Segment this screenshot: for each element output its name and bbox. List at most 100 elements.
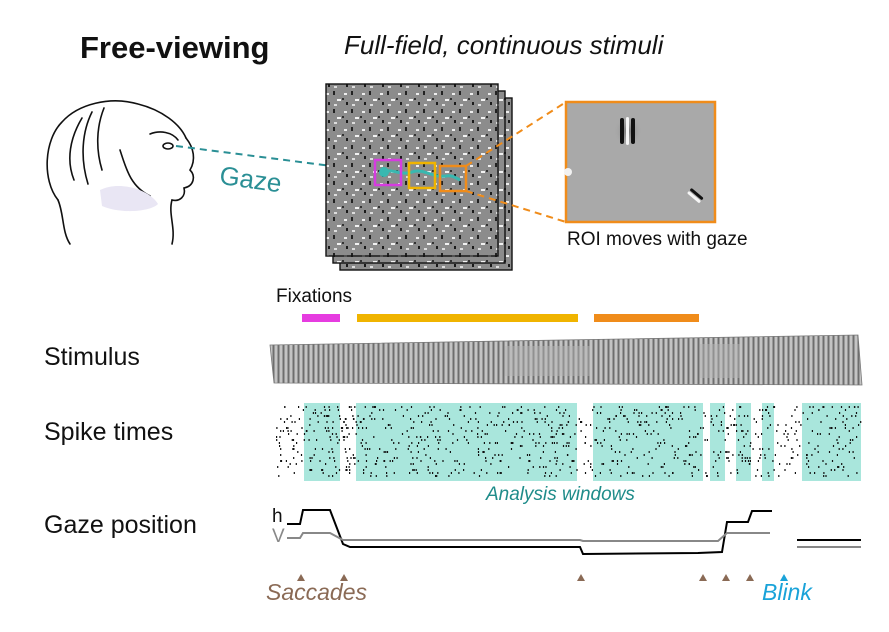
spike-tick (705, 472, 707, 474)
spike-tick (825, 463, 827, 465)
spike-tick (830, 469, 832, 471)
spike-tick (759, 448, 761, 450)
spike-tick (328, 406, 330, 408)
spike-tick (280, 460, 282, 462)
spike-tick (664, 442, 666, 444)
spike-tick (688, 406, 690, 408)
spike-tick (347, 427, 349, 429)
spike-tick (284, 406, 286, 408)
spike-tick (792, 451, 794, 453)
spike-tick (433, 406, 435, 408)
spike-tick (406, 409, 408, 411)
spike-tick (760, 475, 762, 477)
spike-tick (720, 424, 722, 426)
spike-tick (626, 472, 628, 474)
spike-tick (409, 472, 411, 474)
spike-tick (794, 433, 796, 435)
spike-tick (345, 451, 347, 453)
spike-tick (410, 406, 413, 408)
spike-tick (691, 472, 693, 474)
spike-tick (341, 430, 343, 432)
spike-tick (854, 406, 856, 408)
spike-tick (802, 412, 804, 414)
spike-tick (412, 463, 414, 465)
spike-tick (633, 412, 635, 414)
spike-tick (354, 406, 356, 408)
spike-tick (755, 433, 757, 435)
spike-tick (836, 439, 838, 441)
spike-tick (527, 472, 529, 474)
spike-tick (768, 475, 770, 477)
spike-tick (741, 454, 743, 456)
spike-tick (310, 469, 312, 471)
spike-tick (402, 415, 404, 417)
spike-tick (841, 463, 843, 465)
spike-tick (348, 433, 350, 435)
spike-tick (466, 439, 468, 441)
spike-tick (407, 448, 409, 450)
spike-tick (720, 421, 722, 423)
spike-tick (651, 412, 653, 414)
spike-tick (602, 463, 605, 465)
spike-tick (786, 463, 788, 465)
spike-tick (485, 457, 487, 459)
spike-tick (800, 424, 802, 426)
spike-tick (460, 409, 462, 411)
spike-tick (551, 427, 553, 429)
spike-tick (807, 460, 810, 462)
spike-tick (389, 460, 391, 462)
v-trace-label: V (272, 526, 285, 547)
spike-tick (486, 433, 488, 435)
spike-tick (535, 445, 537, 447)
spike-tick (309, 418, 311, 420)
spike-tick (698, 469, 700, 471)
spike-tick (475, 418, 477, 420)
spike-tick (817, 445, 819, 447)
spike-tick (545, 466, 547, 468)
spike-tick (630, 451, 632, 453)
spike-tick (633, 472, 635, 474)
spike-tick (667, 409, 669, 411)
spike-tick (336, 436, 338, 438)
spike-tick (769, 424, 771, 426)
spike-tick (663, 439, 665, 441)
spike-tick (282, 430, 284, 432)
spike-tick (516, 409, 518, 411)
spike-tick (759, 409, 761, 411)
spike-tick (704, 415, 706, 417)
spike-tick (693, 436, 695, 438)
spike-tick (364, 448, 366, 450)
spike-tick (345, 469, 347, 471)
spike-tick (329, 436, 331, 438)
spike-tick (280, 418, 282, 420)
spike-tick (406, 430, 408, 432)
spike-tick (739, 406, 741, 408)
spike-tick (529, 454, 531, 456)
spike-tick (717, 454, 719, 456)
spike-tick (590, 445, 592, 447)
spike-tick (837, 442, 839, 444)
fixations-label: Fixations (276, 286, 353, 307)
spike-tick (350, 457, 352, 459)
spike-tick (360, 442, 362, 444)
analysis-windows-label: Analysis windows (486, 484, 635, 505)
spike-tick (439, 409, 441, 411)
spike-tick (717, 472, 719, 474)
spike-tick (447, 430, 450, 432)
spike-tick (410, 427, 412, 429)
spike-tick (324, 409, 326, 411)
spike-tick (631, 472, 633, 474)
spike-tick (394, 409, 397, 411)
spike-tick (309, 424, 311, 426)
spike-tick (292, 448, 294, 450)
spike-tick (364, 406, 366, 408)
blink-label: Blink (762, 579, 812, 605)
spike-tick (459, 409, 461, 411)
spike-tick (377, 457, 379, 459)
spike-tick (660, 466, 662, 468)
spike-tick (434, 460, 436, 462)
spike-tick (685, 445, 687, 447)
spike-tick (393, 472, 395, 474)
spike-tick (490, 463, 492, 465)
spike-tick (806, 454, 808, 456)
